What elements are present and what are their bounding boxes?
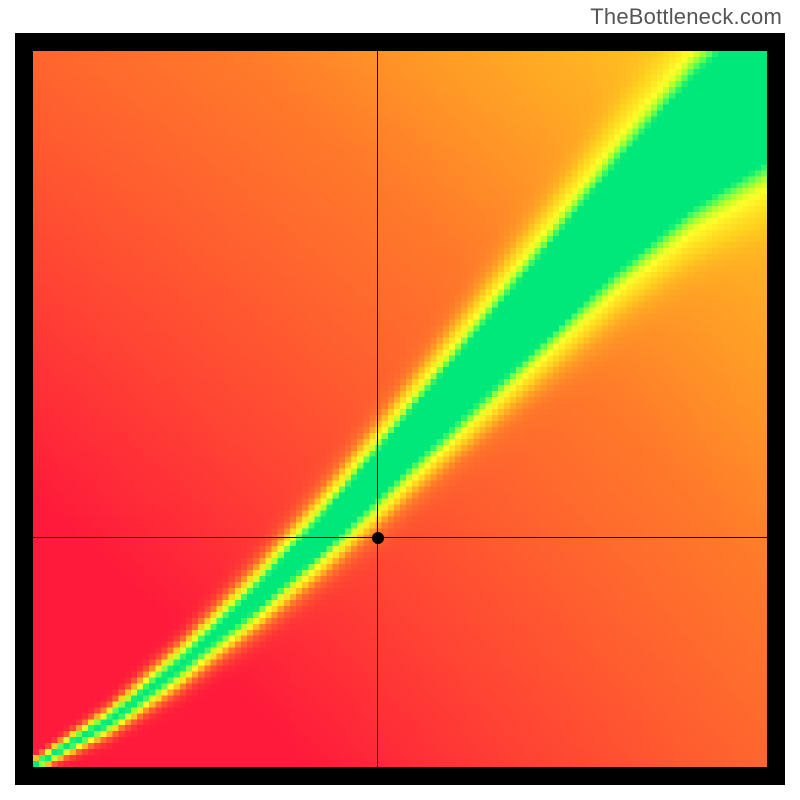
plot-inner <box>33 51 767 767</box>
heatmap-canvas <box>33 51 767 767</box>
crosshair-vertical <box>377 51 378 767</box>
plot-frame <box>15 33 785 785</box>
attribution-text: TheBottleneck.com <box>590 4 782 30</box>
chart-container: TheBottleneck.com <box>0 0 800 800</box>
crosshair-horizontal <box>33 537 767 538</box>
marker-dot <box>372 532 384 544</box>
